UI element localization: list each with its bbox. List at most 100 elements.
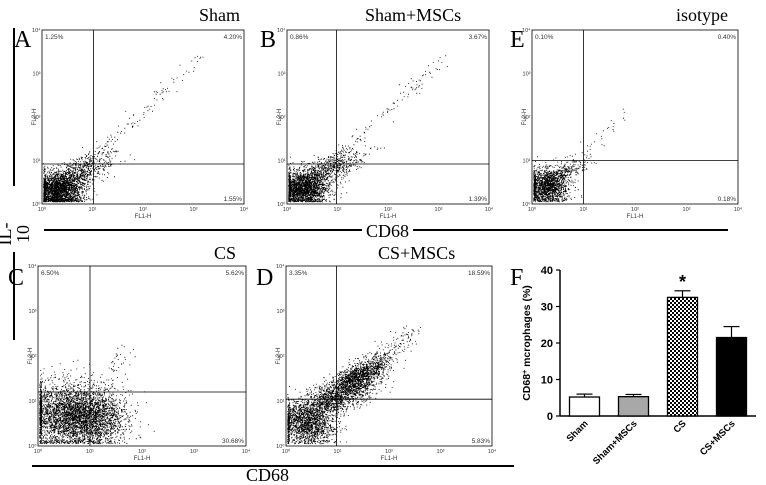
y-tick-label: 10³	[277, 309, 285, 315]
panel-title-a: Sham	[199, 5, 241, 25]
panel-letter-e: E	[510, 27, 525, 53]
x-tick-label: 10⁰	[528, 206, 537, 213]
quadrant-upper-right: 4.20%	[224, 34, 243, 41]
y-axis-label: FL2-H	[28, 348, 34, 365]
y-tick-label: 10¹	[29, 399, 37, 405]
category-label: CS+MSCs	[698, 418, 738, 458]
category-label: Sham	[565, 418, 591, 444]
quadrant-lower-right: 30.68%	[222, 438, 244, 445]
y-tick-label: 10²	[278, 115, 286, 121]
y-tick-label: 30	[541, 302, 553, 314]
quadrant-lower-right: 5.83%	[472, 438, 491, 445]
panel-title-e: isotype	[676, 5, 728, 25]
x-tick-label: 10³	[437, 449, 445, 455]
x-tick-label: 10²	[631, 207, 639, 213]
y-tick-label: 10⁴	[522, 27, 531, 34]
bar	[715, 336, 748, 417]
y-axis-label: CD68+ mcrophages (%)	[521, 285, 533, 401]
significance-mark: *	[679, 272, 686, 292]
shared-x-label-top: CD68	[362, 222, 414, 240]
quadrant-upper-right: 18.59%	[468, 270, 490, 277]
y-tick-label: 10⁰	[32, 201, 41, 208]
x-tick-label: 10⁰	[38, 206, 47, 213]
x-tick-label: 10¹	[334, 207, 342, 213]
y-tick-label: 10³	[29, 309, 37, 315]
y-tick-label: 10⁴	[277, 27, 286, 34]
y-tick-label: 10³	[33, 72, 41, 78]
quadrant-lower-right: 1.55%	[224, 196, 243, 203]
y-tick-label: 10³	[523, 72, 531, 78]
event-dots	[288, 55, 448, 203]
x-tick-label: 10⁴	[485, 206, 494, 213]
x-tick-label: 10²	[384, 207, 392, 213]
x-axis-rule-bottom	[32, 465, 514, 467]
x-tick-label: 10¹	[89, 207, 97, 213]
quadrant-upper-left: 1.25%	[45, 34, 64, 41]
x-tick-label: 10⁴	[240, 206, 249, 213]
y-tick-label: 0	[547, 411, 553, 423]
quadrant-upper-left: 3.35%	[289, 270, 308, 277]
x-tick-label: 10³	[190, 449, 198, 455]
quadrant-lower-right: 1.39%	[469, 196, 488, 203]
y-tick-label: 10²	[523, 115, 531, 121]
y-tick-label: 10⁴	[276, 263, 285, 270]
panel-letter-b: B	[260, 27, 277, 53]
y-tick-label: 10²	[277, 354, 285, 360]
y-tick-label: 10⁰	[277, 201, 286, 208]
quadrant-upper-left: 0.10%	[535, 34, 554, 41]
quadrant-lower-left: 57.58%	[41, 438, 63, 445]
quadrant-upper-right: 3.67%	[469, 34, 488, 41]
category-label: CS	[672, 418, 689, 435]
panel-title-b: Sham+MSCs	[365, 5, 462, 25]
y-tick-label: 10¹	[523, 159, 531, 165]
x-tick-label: 10²	[139, 207, 147, 213]
x-tick-label: 10⁰	[34, 448, 43, 455]
event-dots	[287, 325, 421, 445]
plot-frame	[41, 29, 245, 205]
event-dots	[39, 344, 155, 445]
x-axis-label: FL1-H	[380, 214, 397, 220]
x-tick-label: 10⁴	[242, 448, 251, 455]
y-tick-label: 10⁰	[28, 443, 37, 450]
y-tick-label: 10⁴	[28, 263, 37, 270]
x-tick-label: 10⁴	[488, 448, 497, 455]
y-tick-label: 20	[541, 338, 553, 350]
x-tick-label: 10³	[683, 207, 691, 213]
y-tick-label: 10⁰	[522, 201, 531, 208]
y-tick-label: 10¹	[277, 399, 285, 405]
plot-frame	[286, 29, 490, 205]
x-axis-label: FL1-H	[135, 214, 152, 220]
event-dots	[43, 55, 204, 203]
quadrant-upper-right: 5.62%	[226, 270, 245, 277]
plot-frame	[285, 265, 493, 447]
y-tick-label: 10	[541, 375, 553, 387]
y-tick-label: 10⁰	[276, 443, 285, 450]
y-tick-label: 10²	[33, 115, 41, 121]
bar	[617, 396, 650, 417]
y-axis-label: FL2-H	[522, 109, 528, 126]
y-axis-label: FL2-H	[277, 109, 283, 126]
y-axis-rule-lower	[13, 252, 15, 340]
x-tick-label: 10²	[385, 449, 393, 455]
bar	[666, 296, 699, 417]
panel-letter-f: F	[510, 265, 524, 291]
y-tick-label: 40	[541, 265, 553, 277]
plot-frame	[37, 265, 247, 447]
quadrant-upper-left: 0.86%	[290, 34, 309, 41]
y-axis-rule	[13, 28, 15, 186]
x-tick-label: 10²	[138, 449, 146, 455]
shared-x-label-bottom: CD68	[246, 465, 290, 485]
x-tick-label: 10¹	[334, 449, 342, 455]
y-tick-label: 10³	[278, 72, 286, 78]
x-tick-label: 10³	[435, 207, 443, 213]
x-tick-label: 10³	[190, 207, 198, 213]
x-tick-label: 10⁴	[734, 206, 743, 213]
y-tick-label: 10¹	[278, 159, 286, 165]
bar	[568, 396, 601, 417]
x-axis-label: FL1-H	[381, 456, 398, 462]
x-tick-label: 10¹	[580, 207, 588, 213]
